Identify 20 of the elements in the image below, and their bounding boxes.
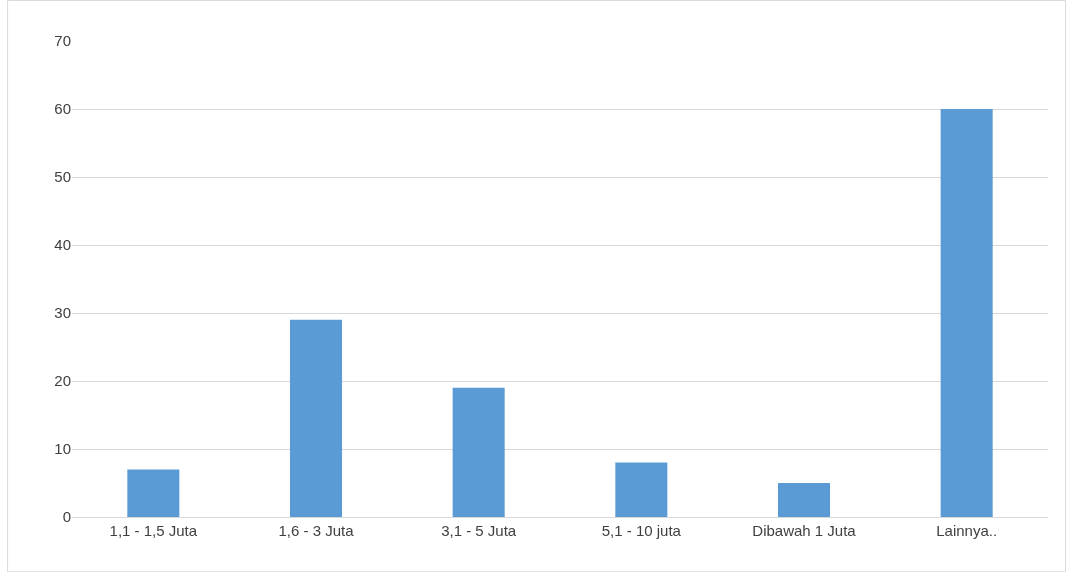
bar: [615, 462, 668, 517]
y-tick-label: 40: [54, 236, 71, 254]
y-tick-label: 20: [54, 372, 71, 390]
y-tick-label: 0: [62, 508, 71, 526]
y-tick-label: 50: [54, 168, 71, 186]
y-tick-label: 60: [54, 100, 71, 118]
y-tick-label: 70: [54, 32, 71, 50]
bar: [777, 483, 831, 517]
x-tick-label: 3,1 - 5 Juta: [441, 522, 517, 539]
bar: [289, 319, 343, 517]
y-tick-label: 30: [54, 304, 71, 322]
bar: [940, 109, 993, 517]
x-tick-label: 5,1 - 10 juta: [601, 522, 682, 539]
x-tick-label: 1,1 - 1,5 Juta: [109, 522, 198, 539]
bar: [127, 469, 180, 517]
y-tick-label: 10: [54, 440, 71, 458]
x-tick-label: Lainnya..: [936, 522, 998, 539]
bar: [452, 387, 505, 517]
x-tick-label: Dibawah 1 Juta: [752, 522, 857, 539]
x-tick-label: 1,6 - 3 Juta: [278, 522, 355, 539]
